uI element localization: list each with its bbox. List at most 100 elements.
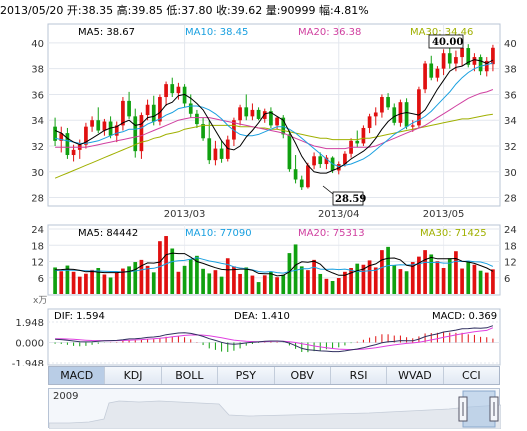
volume-bar [164,236,168,294]
volume-tick-label: 24 [504,225,517,236]
open-label: 开: [66,4,82,17]
price-tick-label: 38 [504,65,517,76]
volume-bar [207,273,212,294]
tab-obv[interactable]: OBV [275,367,331,384]
candle-body [213,148,218,161]
volume-value: 90999 [280,4,316,17]
candle-body [472,57,477,65]
volume-y-axis-left: 6 12 18 24 [31,225,44,285]
candle-body [176,86,181,94]
tab-rsi[interactable]: RSI [331,367,388,384]
volume-bar [176,271,181,294]
volume-bar [114,272,119,294]
open-value: 38.35 [81,4,114,17]
stock-chart: 28 30 32 34 36 38 40 28 30 32 34 36 38 40 MA5: 38.67… [12,23,517,366]
macd-tick-label: -1.948 [12,359,44,366]
candle-body [269,111,273,126]
close-label: 收: [216,4,231,17]
volume-bar [232,266,236,294]
price-tick-label: 40 [31,39,44,50]
volume-bar [324,278,329,294]
tab-wvad[interactable]: WVAD [387,367,444,384]
volume-bar [96,268,101,294]
candle-body [71,149,76,156]
volume-bar [275,277,279,294]
volume-bar [158,241,162,294]
candle-body [441,53,446,69]
candle-body [386,97,390,108]
price-tick-label: 28 [504,194,517,205]
volume-bar [336,278,341,294]
candle-body [478,57,483,72]
candle-body [380,97,384,113]
volume-tick-label: 18 [504,241,517,252]
price-ma10-line [54,62,494,168]
candle-body [188,103,193,114]
indicator-tabs: MACD KDJ BOLL PSY OBV RSI WVAD CCI [48,366,500,385]
price-tick-label: 34 [31,116,44,127]
candle-body [484,60,489,72]
volume-bar [90,269,94,294]
candle-body [145,104,150,116]
tab-psy[interactable]: PSY [218,367,275,384]
candle-body [324,157,329,165]
volume-bar [355,263,360,294]
volume-bar [429,254,434,294]
candle-body [256,109,261,119]
navigator-svg [49,390,501,429]
close-value: 39.62 [230,4,263,17]
candle-body [466,48,471,65]
volume-tick-label: 24 [31,225,44,236]
volume-bar [182,265,187,294]
volume-bar [219,276,224,294]
tab-kdj[interactable]: KDJ [105,367,162,384]
candle-body [460,48,464,58]
candle-body [225,139,230,159]
macd-tick-label: 1.948 [15,318,44,329]
volume-bar [491,269,495,294]
high-value: 39.85 [131,4,163,17]
price-tick-label: 36 [504,90,517,101]
volume-bar [447,258,452,294]
candle-body [417,89,421,126]
candle-body [454,57,458,64]
volume-bar [71,271,76,294]
candle-body [287,134,292,170]
volume-bar [306,270,310,294]
candle-body [343,153,347,165]
macd-tick-label: 0.000 [15,339,44,350]
volume-bar [262,275,267,294]
volume-ma30-label: MA30: 71425 [420,228,487,239]
price-moving-averages [54,59,494,179]
volume-bar [256,282,261,294]
price-ma5-label: MA5: 38.67 [78,27,135,38]
candle-body [164,84,168,98]
tab-macd[interactable]: MACD [49,367,106,384]
volume-bar [188,259,193,294]
volume-bar [195,255,199,294]
candle-body [170,84,175,94]
price-tick-label: 34 [504,116,517,127]
price-tick-label: 32 [504,142,517,153]
price-tick-label: 38 [31,65,44,76]
candle-body [102,121,107,131]
candle-body [423,63,427,90]
volume-bar [441,268,446,294]
candle-body [355,140,360,144]
candle-body [447,53,452,64]
price-tick-label: 28 [31,194,44,205]
volume-unit-label: x万 [33,296,47,306]
volume-bar [127,266,131,294]
range-navigator[interactable]: 2009 [48,388,501,429]
volume-bar [151,272,156,294]
volume-bars [53,236,495,294]
volume-bar [213,270,218,294]
candle-body [367,116,372,128]
volume-bar [417,256,421,294]
tab-boll[interactable]: BOLL [162,367,219,384]
volume-bar [460,268,464,294]
tab-cci[interactable]: CCI [462,369,481,382]
volume-bar [398,269,403,294]
volume-bar [65,265,70,294]
volume-bar [293,244,298,294]
